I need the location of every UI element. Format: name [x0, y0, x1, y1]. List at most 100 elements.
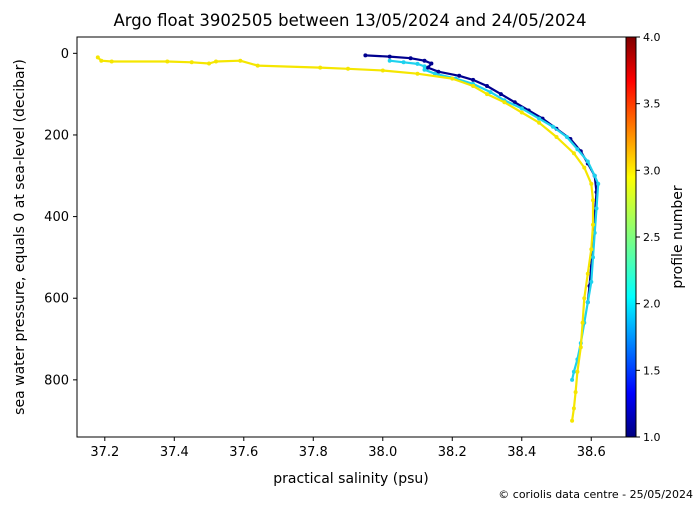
y-tick-label: 600 [44, 292, 69, 307]
colorbar-tick-label: 1.5 [643, 364, 661, 377]
y-tick-label: 800 [44, 373, 69, 388]
x-axis-ticks: 37.2 37.4 37.6 37.8 38.0 38.2 38.4 38.6 [90, 437, 606, 460]
profile-1-point [408, 56, 413, 61]
profile-2-point [519, 106, 524, 111]
profile-3-point [591, 198, 595, 203]
profile-1-series [363, 53, 599, 305]
profile-3-point [580, 320, 585, 325]
profile-3-point [578, 345, 583, 350]
colorbar-ticks: 1.0 1.5 2.0 2.5 3.0 3.5 4.0 [636, 31, 661, 444]
profile-2-point [585, 159, 590, 164]
profile-1-point [471, 77, 476, 82]
profile-2-point [571, 369, 576, 374]
profile-2-point [537, 116, 542, 121]
colorbar-tick-label: 3.5 [643, 98, 661, 111]
profile-3-point [95, 55, 100, 60]
profile-1-point [512, 100, 517, 105]
profile-3-point [207, 61, 211, 66]
profile-2-point [570, 377, 575, 382]
colorbar-tick-label: 2.0 [643, 298, 661, 311]
profile-3-point [589, 181, 594, 186]
colorbar-tick-label: 1.0 [643, 431, 661, 444]
profile-2-point [585, 300, 590, 305]
profile-1-point [363, 53, 368, 58]
plot-area: 37.2 37.4 37.6 37.8 38.0 38.2 38.4 38.6 0 200 400… [44, 36, 627, 460]
x-tick-label: 38.6 [577, 445, 606, 460]
profile-3-series [95, 55, 595, 423]
profile-1-line [364, 54, 598, 304]
profile-3-point [238, 58, 243, 63]
profile-3-point [589, 247, 594, 252]
profile-3-point [380, 68, 385, 73]
profile-1-point [498, 92, 503, 97]
profile-3-point [189, 60, 194, 65]
profile-3-point [591, 222, 595, 227]
y-tick-label: 0 [61, 47, 69, 62]
profile-3-point [99, 58, 104, 63]
profile-3-point [502, 100, 507, 105]
profile-3-point [415, 71, 420, 76]
profile-2-point [488, 90, 493, 95]
profile-2-series [387, 58, 601, 382]
profile-3-point [573, 390, 578, 395]
profile-2-point [422, 64, 427, 69]
profile-2-point [564, 135, 569, 139]
x-tick-label: 37.4 [160, 445, 189, 460]
profile-3-point [471, 84, 476, 88]
profile-3-point [537, 120, 542, 125]
profile-3-point [485, 92, 489, 97]
profile-1-point [429, 61, 434, 66]
y-tick-label: 200 [44, 128, 69, 143]
colorbar-tick-label: 4.0 [643, 31, 661, 44]
x-tick-label: 37.6 [229, 445, 258, 460]
x-tick-label: 38.2 [438, 445, 467, 460]
profile-3-point [165, 59, 170, 64]
profile-1-point [425, 65, 430, 70]
profile-2-point [551, 124, 555, 129]
colorbar: 1.0 1.5 2.0 2.5 3.0 3.5 4.0 profile number [625, 31, 686, 444]
data-layer [95, 53, 601, 423]
profile-3-point [585, 271, 590, 276]
colorbar-tick-label: 2.5 [643, 231, 661, 244]
profile-3-point [109, 59, 114, 64]
profile-3-point [582, 296, 587, 301]
profile-2-line [388, 59, 600, 381]
profile-2-point [592, 173, 597, 178]
profile-2-point [432, 71, 437, 76]
x-tick-label: 37.8 [299, 445, 328, 460]
profile-3-point [450, 76, 455, 81]
profile-2-point [596, 181, 601, 186]
y-axis-label: sea water pressure, equals 0 at sea-leve… [12, 59, 28, 415]
profile-1-point [422, 58, 427, 63]
profile-2-point [387, 58, 392, 63]
profile-3-point [255, 63, 260, 68]
profile-2-point [589, 279, 594, 284]
colorbar-gradient [625, 36, 637, 438]
profile-1-point [457, 73, 462, 78]
chart-title: Argo float 3902505 between 13/05/2024 an… [114, 11, 587, 30]
x-tick-label: 38.0 [368, 445, 397, 460]
y-axis-ticks: 0 200 400 600 800 [44, 47, 77, 388]
y-tick-label: 400 [44, 210, 69, 225]
profile-2-point [594, 206, 599, 211]
profile-3-line [96, 56, 595, 422]
colorbar-tick-label: 3.0 [643, 164, 661, 177]
profile-3-point [582, 165, 587, 170]
colorbar-label: profile number [670, 185, 686, 289]
profile-2-point [422, 67, 427, 72]
profile-3-point [575, 369, 580, 374]
profile-2-point [575, 147, 580, 152]
x-tick-label: 37.2 [90, 445, 119, 460]
profile-3-point [571, 151, 576, 156]
profile-3-point [554, 135, 559, 139]
plot-frame [76, 36, 627, 438]
profile-3-point [346, 66, 350, 71]
profile-2-point [592, 230, 597, 235]
profile-2-point [591, 255, 595, 260]
profile-2-point [401, 60, 406, 65]
profile-1-point [387, 54, 392, 59]
profile-2-point [415, 61, 420, 66]
profile-3-point [214, 59, 218, 64]
profile-1-point [485, 84, 489, 88]
